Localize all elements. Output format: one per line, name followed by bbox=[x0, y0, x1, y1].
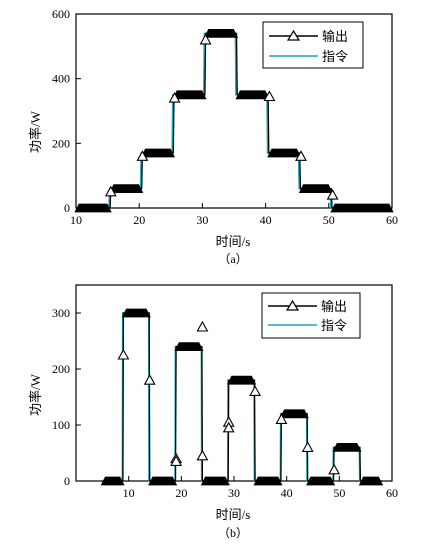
chart-b-subcaption: （b） bbox=[218, 526, 248, 540]
chart-a-subcaption: （a） bbox=[218, 252, 247, 266]
chart-a-step-cap bbox=[140, 148, 175, 158]
chart-b-y-ticks: 0 100 200 300 bbox=[52, 306, 81, 488]
chart-a-output-marker bbox=[104, 185, 117, 197]
chart-a-output-marker bbox=[136, 150, 149, 161]
chart-b-y-tick-label: 200 bbox=[52, 362, 70, 376]
chart-a-y-axis-label: 功率/W bbox=[28, 110, 43, 153]
chart-a-plot-frame bbox=[75, 13, 393, 209]
chart-a-step-cap bbox=[330, 203, 394, 213]
chart-b-output-marker bbox=[222, 421, 235, 433]
chart-a-output-marker bbox=[263, 90, 276, 102]
chart-b-step-cap bbox=[358, 476, 384, 486]
chart-b-y-tick-label: 300 bbox=[52, 306, 70, 320]
chart-b-x-tick-label: 10 bbox=[123, 486, 135, 500]
chart-a-step-cap bbox=[298, 184, 333, 193]
chart-a-y-ticks: 0 200 400 600 bbox=[52, 7, 81, 215]
chart-a-step-cap bbox=[109, 184, 144, 193]
chart-a-output-series bbox=[74, 29, 394, 213]
chart-a-legend-command-label: 指令 bbox=[322, 49, 348, 64]
chart-b-output-marker bbox=[275, 413, 288, 424]
chart-a-output-markers bbox=[104, 33, 339, 200]
chart-a-legend-triangle-icon bbox=[286, 29, 301, 41]
chart-a-y-tick-label: 0 bbox=[64, 201, 70, 215]
chart-b-step-cap bbox=[148, 476, 178, 486]
chart-b-x-tick-label: 50 bbox=[333, 486, 345, 500]
chart-b-y-tick-label: 100 bbox=[52, 418, 70, 432]
chart-a-legend: 输出 指令 bbox=[262, 21, 364, 69]
chart-b-step-cap bbox=[100, 476, 125, 486]
chart-a-output-marker bbox=[168, 91, 181, 103]
chart-b-output-markers bbox=[117, 320, 341, 475]
chart-b-y-tick-label: 0 bbox=[64, 474, 70, 488]
chart-b-output-series bbox=[100, 308, 384, 486]
chart-a-step-cap bbox=[235, 90, 270, 100]
chart-b-step-cap bbox=[121, 308, 151, 318]
chart-a-step-cap bbox=[74, 203, 112, 213]
chart-b-output-marker bbox=[196, 449, 209, 461]
chart-a-x-tick-label: 60 bbox=[386, 213, 398, 227]
chart-a-y-tick-label: 200 bbox=[52, 136, 70, 150]
chart-a-x-ticks: 10 20 30 40 50 60 bbox=[70, 203, 398, 227]
chart-a-y-tick-label: 400 bbox=[52, 72, 70, 86]
chart-a-output-marker bbox=[295, 150, 307, 161]
chart-b-step-cap bbox=[174, 342, 204, 351]
chart-a-x-axis-label: 时间/s bbox=[216, 234, 251, 249]
chart-b-step-cap bbox=[332, 443, 362, 452]
chart-a-output-marker bbox=[199, 33, 212, 45]
chart-b-output-marker bbox=[170, 455, 183, 466]
chart-b-output-marker bbox=[143, 374, 156, 385]
chart-b-step-cap bbox=[200, 476, 230, 486]
chart-a-step-cap bbox=[267, 148, 302, 158]
chart-b-output-marker bbox=[249, 385, 262, 396]
chart-b-legend-triangle-icon bbox=[285, 299, 300, 311]
chart-b-output-marker bbox=[328, 463, 341, 475]
chart-b-step-cap bbox=[306, 476, 336, 486]
chart-b-output-marker bbox=[117, 348, 130, 360]
chart-a-x-tick-label: 40 bbox=[260, 213, 272, 227]
chart-a-output-marker bbox=[326, 188, 339, 200]
chart-a-step-cap bbox=[203, 29, 239, 38]
chart-a-x-tick-label: 50 bbox=[323, 213, 335, 227]
chart-b-output-marker bbox=[196, 320, 209, 332]
chart-b-step-cap bbox=[253, 476, 283, 486]
chart-a-legend-box bbox=[262, 21, 364, 69]
chart-b-y-axis-label: 功率/W bbox=[28, 373, 43, 416]
chart-b-x-tick-label: 40 bbox=[281, 486, 293, 500]
chart-a-x-tick-label: 10 bbox=[70, 213, 82, 227]
chart-b-step-cap bbox=[279, 409, 309, 419]
chart-b-x-tick-label: 60 bbox=[386, 486, 398, 500]
chart-b-x-axis-label: 时间/s bbox=[216, 507, 251, 522]
chart-b-step-cap bbox=[227, 375, 257, 385]
chart-b-x-tick-label: 20 bbox=[175, 486, 187, 500]
chart-b-x-tick-label: 30 bbox=[228, 486, 240, 500]
chart-a-y-tick-label: 600 bbox=[52, 7, 70, 21]
chart-b-legend-command-label: 指令 bbox=[321, 318, 347, 333]
chart-b-legend: 输出 指令 bbox=[261, 292, 361, 339]
chart-b-output-marker bbox=[301, 441, 314, 452]
chart-b-x-ticks: 10 20 30 40 50 60 bbox=[123, 476, 398, 500]
chart-a-x-tick-label: 20 bbox=[133, 213, 145, 227]
chart-b-legend-output-label: 输出 bbox=[321, 299, 347, 314]
chart-a-step-cap bbox=[172, 90, 207, 100]
chart-b-legend-box bbox=[261, 292, 361, 339]
chart-a-x-tick-label: 30 bbox=[196, 213, 208, 227]
chart-a-legend-output-label: 输出 bbox=[322, 29, 348, 44]
